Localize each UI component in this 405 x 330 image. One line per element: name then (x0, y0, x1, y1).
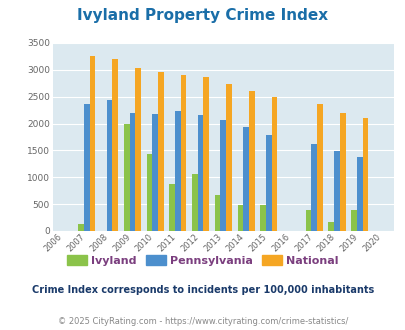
Bar (78, 224, 84, 231)
Bar (311, 144, 316, 231)
Bar (203, 77, 209, 231)
Bar (333, 151, 339, 231)
Bar (356, 157, 362, 231)
Bar (339, 113, 345, 231)
Bar (175, 111, 180, 231)
Bar (220, 120, 226, 231)
Text: Crime Index corresponds to incidents per 100,000 inhabitants: Crime Index corresponds to incidents per… (32, 285, 373, 295)
Bar (90, 56, 95, 231)
Bar (197, 115, 203, 231)
Bar (265, 135, 271, 231)
Bar (180, 75, 186, 231)
Bar (271, 97, 277, 231)
Bar (350, 210, 356, 231)
Bar (305, 210, 311, 231)
Bar (362, 117, 367, 231)
Bar (248, 91, 254, 231)
Bar (84, 104, 90, 231)
Bar (135, 68, 141, 231)
Bar (129, 113, 135, 231)
Bar (328, 222, 333, 231)
Bar (260, 205, 265, 231)
Bar (107, 100, 112, 231)
Bar (112, 59, 118, 231)
Bar (124, 123, 129, 231)
Bar (316, 104, 322, 231)
Bar (169, 184, 175, 231)
Bar (226, 84, 231, 231)
Bar (152, 115, 158, 231)
Text: Ivyland Property Crime Index: Ivyland Property Crime Index (77, 8, 328, 23)
Bar (146, 154, 152, 231)
Bar (158, 73, 163, 231)
Bar (237, 205, 243, 231)
Text: © 2025 CityRating.com - https://www.cityrating.com/crime-statistics/: © 2025 CityRating.com - https://www.city… (58, 317, 347, 326)
Legend: Ivyland, Pennsylvania, National: Ivyland, Pennsylvania, National (64, 251, 341, 269)
Bar (214, 195, 220, 231)
Bar (243, 127, 248, 231)
Bar (192, 174, 197, 231)
